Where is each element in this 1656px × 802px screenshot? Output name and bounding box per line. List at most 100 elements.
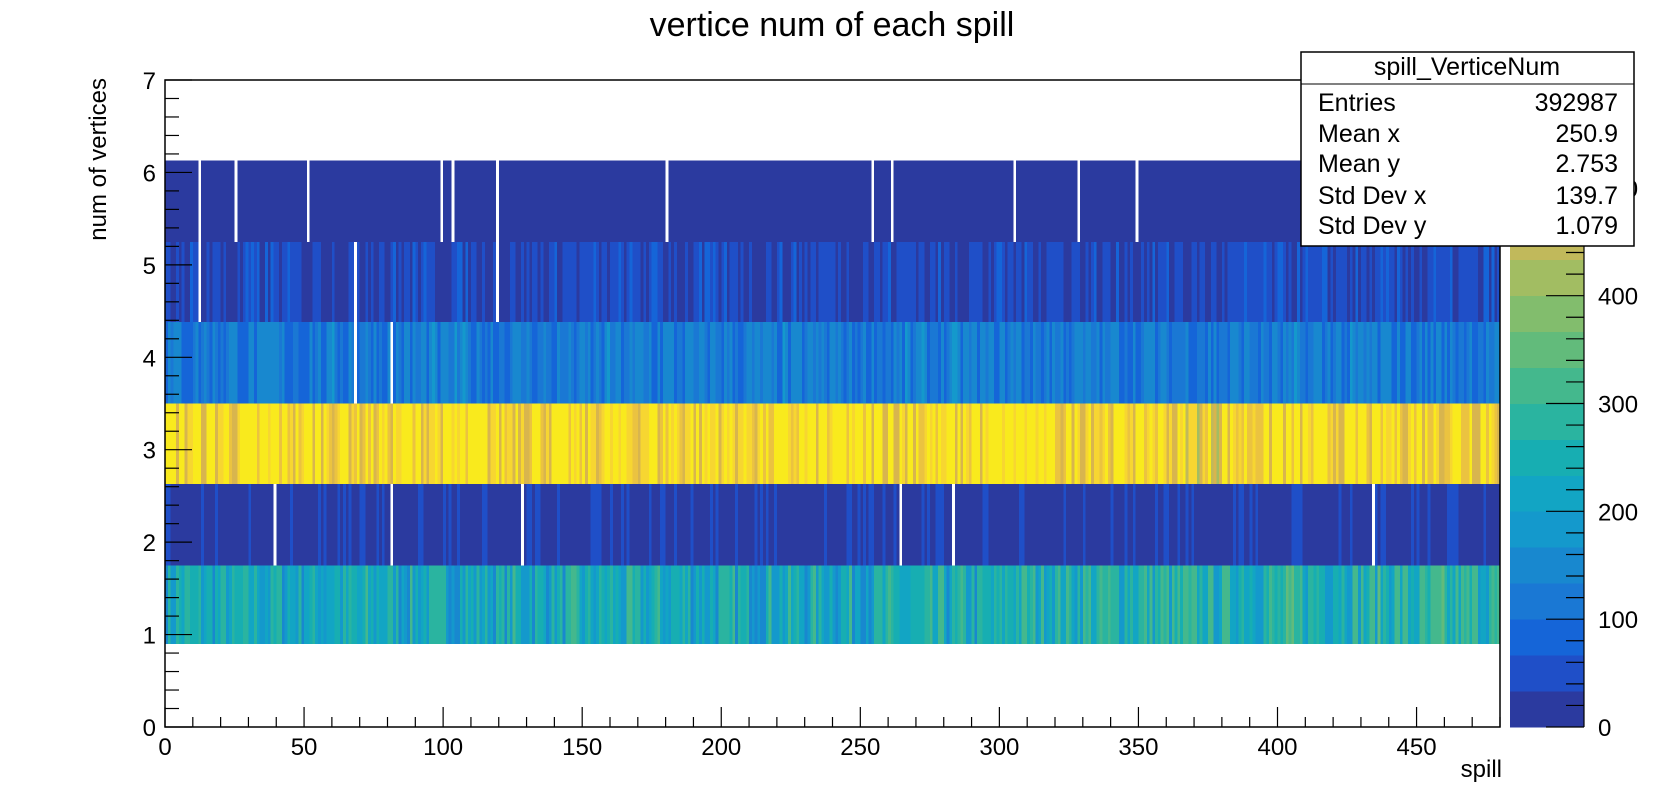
heatmap-bin <box>1327 403 1331 484</box>
x-tick-label: 250 <box>840 734 880 761</box>
heatmap-bin <box>473 241 477 323</box>
heatmap-bin <box>1285 160 1289 242</box>
heatmap-bin <box>1160 403 1164 484</box>
heatmap-bin <box>1113 483 1117 566</box>
heatmap-bin <box>226 565 230 644</box>
heatmap-bin <box>707 403 711 484</box>
heatmap-bin <box>1088 241 1092 323</box>
heatmap-bin <box>406 322 411 404</box>
heatmap-bin <box>1188 160 1192 242</box>
heatmap-bin <box>1166 160 1170 242</box>
heatmap-bin <box>682 160 686 242</box>
heatmap-bin <box>568 565 572 644</box>
heatmap-bin <box>957 565 961 644</box>
heatmap-bin <box>818 565 822 644</box>
heatmap-bin <box>562 483 566 566</box>
heatmap-bin <box>801 241 806 323</box>
heatmap-bin <box>1082 241 1086 323</box>
heatmap-bin <box>879 160 883 242</box>
heatmap-bin <box>429 565 433 644</box>
heatmap-bin <box>1010 322 1014 404</box>
heatmap-bin <box>1224 160 1228 242</box>
heatmap-bin <box>1291 322 1295 404</box>
heatmap-bin <box>476 403 480 484</box>
heatmap-bin <box>657 565 661 644</box>
heatmap-bin <box>710 403 714 484</box>
heatmap-bin <box>929 483 933 566</box>
heatmap-bin <box>440 403 444 484</box>
heatmap-bin <box>1088 565 1092 644</box>
heatmap-bin <box>356 241 361 323</box>
heatmap-bin <box>640 241 644 323</box>
heatmap-bin <box>1060 403 1064 484</box>
heatmap-bin <box>1283 483 1287 566</box>
heatmap-bin <box>454 565 458 644</box>
color-scale-step <box>1510 475 1584 512</box>
heatmap-bin <box>913 322 917 404</box>
heatmap-bin <box>534 241 539 323</box>
heatmap-bin <box>1071 241 1075 323</box>
heatmap-bin <box>648 403 653 484</box>
heatmap-bin <box>974 403 978 484</box>
heatmap-bin <box>237 403 241 484</box>
heatmap-bin <box>1424 241 1429 323</box>
heatmap-bin <box>1299 322 1303 404</box>
heatmap-bin <box>915 403 920 484</box>
heatmap-bin <box>607 403 611 484</box>
heatmap-bin <box>329 565 333 644</box>
heatmap-bin <box>1169 322 1173 404</box>
heatmap-bin <box>715 322 719 404</box>
heatmap-bin <box>487 403 491 484</box>
color-scale-step <box>1510 403 1584 440</box>
heatmap-bin <box>1010 483 1014 566</box>
heatmap-bin <box>1205 322 1209 404</box>
heatmap-bin <box>1091 241 1095 323</box>
heatmap-bin <box>1066 241 1070 323</box>
heatmap-bin <box>181 403 185 484</box>
heatmap-bin <box>1121 565 1125 644</box>
heatmap-bin <box>415 241 419 323</box>
heatmap-bin <box>1066 322 1070 404</box>
heatmap-bin <box>1035 160 1039 242</box>
heatmap-bin <box>737 565 742 644</box>
heatmap-bin <box>743 322 747 404</box>
heatmap-bin <box>304 160 308 242</box>
heatmap-bin <box>648 483 653 566</box>
heatmap-bin <box>1205 483 1209 566</box>
heatmap-bin <box>184 322 188 404</box>
heatmap-bin <box>938 483 942 566</box>
heatmap-bin <box>879 322 883 404</box>
heatmap-bin <box>1018 160 1022 242</box>
heatmap-bin <box>732 160 736 242</box>
heatmap-bin <box>1263 565 1267 644</box>
heatmap-bin <box>1413 403 1417 484</box>
heatmap-bin <box>1082 160 1086 242</box>
heatmap-bin <box>1252 322 1256 404</box>
heatmap-bin <box>1494 241 1498 323</box>
heatmap-bin <box>682 565 686 644</box>
heatmap-bin <box>1433 565 1437 644</box>
heatmap-bin <box>1241 565 1245 644</box>
heatmap-bin <box>262 160 266 242</box>
heatmap-bin <box>657 403 661 484</box>
heatmap-bin <box>226 160 230 242</box>
heatmap-bin <box>429 403 433 484</box>
heatmap-bin <box>871 565 875 644</box>
heatmap-bin <box>662 322 666 404</box>
heatmap-bin <box>228 322 233 404</box>
heatmap-bin <box>801 565 806 644</box>
heatmap-bin <box>1202 403 1206 484</box>
heatmap-bin <box>190 403 194 484</box>
heatmap-bin <box>1235 403 1239 484</box>
heatmap-bin <box>1221 160 1226 242</box>
heatmap-bin <box>1121 483 1125 566</box>
heatmap-bin <box>1174 241 1178 323</box>
heatmap-bin <box>621 565 625 644</box>
heatmap-bin <box>167 483 171 566</box>
heatmap-bin <box>1305 483 1309 566</box>
heatmap-bin <box>821 241 825 323</box>
heatmap-bin <box>1029 241 1034 323</box>
heatmap-bin <box>1430 241 1434 323</box>
heatmap-bin <box>1430 483 1434 566</box>
heatmap-bin <box>590 403 594 484</box>
